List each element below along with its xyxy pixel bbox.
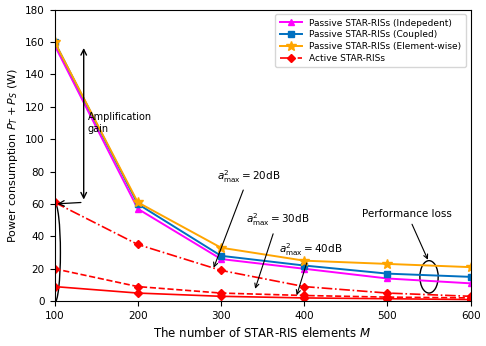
- Passive STAR-RISs (Indepedent): [301, 267, 307, 271]
- Line: Active STAR-RISs: Active STAR-RISs: [52, 200, 473, 299]
- Y-axis label: Power consumption $P_T + P_S$ (W): Power consumption $P_T + P_S$ (W): [5, 68, 19, 243]
- Text: $a_{\max}^2 = 40\mathrm{dB}$: $a_{\max}^2 = 40\mathrm{dB}$: [279, 241, 343, 294]
- Line: Passive STAR-RISs (Coupled): Passive STAR-RISs (Coupled): [51, 38, 474, 280]
- Text: $a_{\max}^2 = 30\mathrm{dB}$: $a_{\max}^2 = 30\mathrm{dB}$: [246, 212, 310, 288]
- Passive STAR-RISs (Coupled): [384, 272, 390, 276]
- Passive STAR-RISs (Element-wise): [218, 246, 224, 250]
- Passive STAR-RISs (Indepedent): [52, 43, 57, 47]
- Passive STAR-RISs (Coupled): [301, 263, 307, 267]
- Passive STAR-RISs (Coupled): [218, 254, 224, 258]
- Text: $a_{\max}^2 = 20\mathrm{dB}$: $a_{\max}^2 = 20\mathrm{dB}$: [214, 168, 280, 267]
- Active STAR-RISs: [52, 200, 57, 204]
- Passive STAR-RISs (Element-wise): [384, 262, 390, 266]
- Passive STAR-RISs (Element-wise): [301, 258, 307, 263]
- Line: Passive STAR-RISs (Indepedent): Passive STAR-RISs (Indepedent): [51, 42, 474, 287]
- Active STAR-RISs: [135, 243, 141, 247]
- Text: Amplification
gain: Amplification gain: [88, 112, 152, 134]
- Passive STAR-RISs (Element-wise): [52, 40, 57, 44]
- Passive STAR-RISs (Indepedent): [384, 276, 390, 281]
- Text: Performance loss: Performance loss: [363, 209, 452, 258]
- Passive STAR-RISs (Coupled): [468, 275, 473, 279]
- Passive STAR-RISs (Coupled): [135, 202, 141, 206]
- Active STAR-RISs: [384, 291, 390, 295]
- Passive STAR-RISs (Indepedent): [218, 257, 224, 261]
- Active STAR-RISs: [301, 284, 307, 289]
- Active STAR-RISs: [218, 268, 224, 272]
- Passive STAR-RISs (Coupled): [52, 40, 57, 44]
- Legend: Passive STAR-RISs (Indepedent), Passive STAR-RISs (Coupled), Passive STAR-RISs (: Passive STAR-RISs (Indepedent), Passive …: [275, 14, 466, 67]
- Passive STAR-RISs (Indepedent): [468, 281, 473, 285]
- Passive STAR-RISs (Indepedent): [135, 207, 141, 211]
- X-axis label: The number of STAR-RIS elements $M$: The number of STAR-RIS elements $M$: [154, 326, 372, 340]
- Active STAR-RISs: [468, 294, 473, 298]
- Line: Passive STAR-RISs (Element-wise): Passive STAR-RISs (Element-wise): [50, 37, 475, 272]
- Passive STAR-RISs (Element-wise): [468, 265, 473, 269]
- Passive STAR-RISs (Element-wise): [135, 200, 141, 204]
